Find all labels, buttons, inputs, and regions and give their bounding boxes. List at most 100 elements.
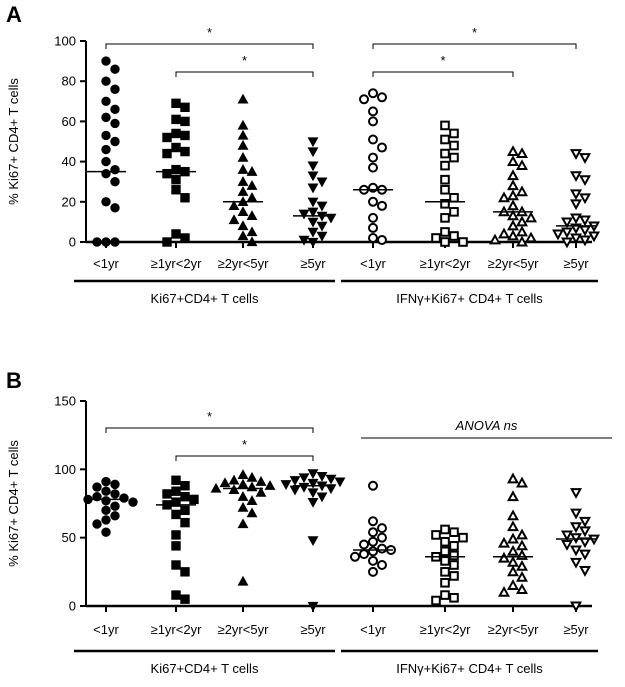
significance-label: *: [242, 437, 247, 452]
series-7: [556, 488, 600, 613]
data-point: [368, 152, 378, 163]
bracket-line: [175, 455, 314, 461]
data-point: [246, 210, 258, 221]
data-point: [458, 532, 468, 543]
data-point: [579, 193, 591, 205]
data-point: [588, 231, 600, 243]
data-point: [579, 549, 591, 561]
data-point: [110, 64, 120, 74]
data-point: [570, 199, 582, 211]
data-point: [110, 203, 120, 213]
data-point: [570, 149, 582, 160]
data-point: [359, 94, 369, 105]
data-point: [237, 176, 249, 186]
data-point: [237, 129, 249, 140]
data-point: [570, 233, 582, 245]
data-point: [570, 522, 582, 534]
data-point: [128, 497, 138, 507]
data-point: [516, 185, 528, 197]
y-axis-title: % Ki67+ CD4+ T cells: [6, 440, 21, 567]
data-point: [449, 207, 459, 217]
data-point: [449, 128, 459, 139]
data-point: [110, 479, 120, 490]
data-point: [171, 185, 181, 195]
data-point: [180, 193, 190, 203]
data-point: [368, 134, 378, 145]
data-point: [431, 530, 441, 540]
data-point: [507, 209, 519, 221]
panel-letter-b: B: [6, 368, 22, 393]
group-label: Ki67+CD4+ T cells: [151, 661, 259, 676]
y-tick-label: 100: [54, 462, 76, 477]
data-point: [359, 539, 369, 550]
category-label: <1yr: [360, 256, 386, 271]
series-3: [293, 137, 337, 248]
data-point: [368, 555, 378, 566]
data-point: [570, 213, 582, 225]
data-point: [440, 524, 450, 535]
data-point: [307, 601, 319, 612]
data-point: [316, 492, 328, 503]
data-point: [228, 484, 240, 495]
data-point: [507, 169, 519, 181]
data-point: [368, 566, 378, 577]
data-point: [507, 532, 519, 544]
data-point: [307, 137, 319, 148]
data-point: [171, 509, 181, 520]
data-point: [110, 164, 120, 175]
data-point: [237, 491, 249, 501]
data-point: [440, 148, 450, 159]
data-point: [570, 189, 582, 201]
data-point: [440, 590, 450, 600]
data-point: [171, 114, 181, 125]
series-1: [156, 475, 199, 604]
data-point: [377, 234, 387, 245]
y-tick-label: 60: [62, 114, 76, 129]
significance-label: *: [440, 53, 445, 68]
data-point: [516, 583, 528, 595]
data-point: [377, 543, 387, 554]
significance-bracket: *: [105, 25, 314, 49]
data-point: [237, 469, 249, 479]
data-point: [440, 199, 450, 209]
data-point: [359, 549, 369, 560]
data-point: [171, 560, 181, 570]
data-point: [449, 140, 459, 151]
data-point: [237, 478, 249, 489]
data-point: [307, 183, 319, 194]
data-point: [307, 147, 319, 158]
data-point: [180, 233, 190, 243]
data-point: [110, 511, 120, 521]
data-point: [325, 484, 337, 495]
data-point: [579, 516, 591, 528]
category-label: ≥2yr<5yr: [488, 256, 540, 271]
data-point: [440, 237, 450, 247]
data-point: [101, 476, 111, 487]
data-point: [171, 98, 181, 109]
data-point: [368, 116, 378, 127]
data-point: [368, 222, 378, 233]
series-4: [350, 480, 396, 577]
data-point: [368, 527, 378, 538]
data-point: [101, 168, 111, 179]
data-point: [307, 488, 319, 499]
data-point: [516, 528, 528, 540]
data-point: [440, 556, 450, 566]
data-point: [298, 473, 310, 484]
data-point: [440, 174, 450, 185]
category-label: ≥2yr<5yr: [218, 622, 270, 637]
data-point: [289, 485, 301, 496]
data-point: [110, 136, 120, 147]
data-point: [110, 177, 120, 187]
data-point: [449, 231, 459, 241]
data-point: [507, 490, 519, 502]
data-point: [507, 520, 519, 532]
data-point: [489, 233, 501, 245]
data-point: [110, 489, 120, 499]
series-5: [425, 120, 468, 247]
data-point: [579, 175, 591, 187]
panel-a-chart: % Ki67+ CD4+ T cells 0 20 40 60 80 100 <1yr ≥1yr…: [6, 25, 600, 306]
data-point: [228, 214, 240, 225]
data-point: [307, 478, 319, 489]
